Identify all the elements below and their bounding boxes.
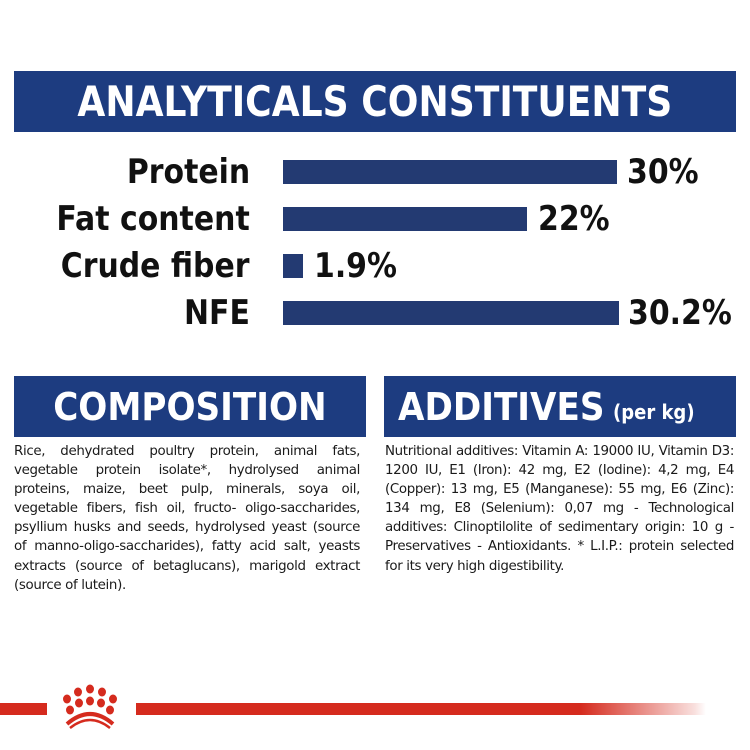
chart-row-fat-content: Fat content 22% bbox=[0, 197, 750, 241]
analytical-constituents-title: ANALYTICALS CONSTITUENTS bbox=[77, 77, 673, 126]
chart-row-nfe: NFE 30.2% bbox=[0, 291, 750, 335]
chart-bar bbox=[283, 301, 619, 325]
chart-value: 22% bbox=[538, 199, 610, 239]
composition-text: Rice, dehydrated poultry protein, animal… bbox=[14, 444, 360, 593]
additives-title: ADDITIVES bbox=[398, 384, 605, 429]
chart-bar bbox=[283, 160, 617, 184]
chart-label: Protein bbox=[126, 152, 250, 192]
chart-bar bbox=[283, 207, 527, 231]
chart-value: 1.9% bbox=[314, 246, 397, 286]
crown-logo-icon bbox=[50, 684, 130, 730]
footer-red-line-left bbox=[0, 703, 47, 715]
additives-banner: ADDITIVES (per kg) bbox=[384, 376, 736, 437]
chart-value: 30% bbox=[627, 152, 699, 192]
chart-label: NFE bbox=[184, 293, 250, 333]
footer-red-line-right bbox=[136, 703, 706, 715]
composition-banner: COMPOSITION bbox=[14, 376, 366, 437]
additives-subtitle: (per kg) bbox=[613, 399, 695, 424]
analytical-constituents-banner: ANALYTICALS CONSTITUENTS bbox=[14, 71, 736, 132]
chart-bar bbox=[283, 254, 303, 278]
chart-value: 30.2% bbox=[628, 293, 732, 333]
chart-label: Crude fiber bbox=[61, 246, 250, 286]
chart-row-protein: Protein 30% bbox=[0, 150, 750, 194]
chart-label: Fat content bbox=[56, 199, 250, 239]
additives-text: Nutritional additives: Vitamin A: 19000 … bbox=[385, 444, 734, 574]
composition-title: COMPOSITION bbox=[53, 384, 327, 429]
chart-row-crude-fiber: Crude fiber 1.9% bbox=[0, 244, 750, 288]
